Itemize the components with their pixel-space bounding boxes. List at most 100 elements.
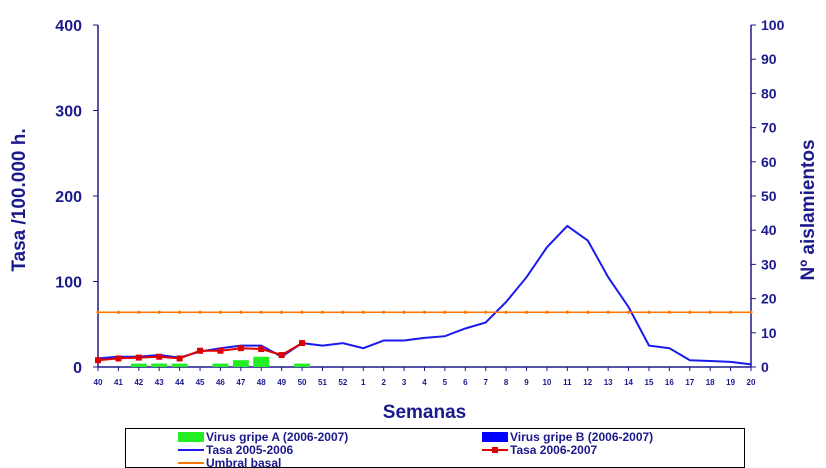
bar-0 — [171, 363, 188, 367]
legend-item-tasa-2006: Tasa 2006-2007 — [482, 444, 597, 456]
legend-label-tasa-2006: Tasa 2006-2007 — [510, 443, 598, 457]
x-tick-label: 6 — [463, 378, 468, 387]
right-tick-label: 100 — [761, 17, 785, 33]
legend-item-tasa-2005: Tasa 2005-2006 — [178, 444, 293, 456]
series-line-2 — [97, 224, 752, 366]
x-tick-label: 12 — [583, 378, 592, 387]
y-axis-title: Tasa /100.000 h. — [9, 128, 30, 271]
legend-label-virus-b: Virus gripe B (2006-2007) — [510, 430, 654, 444]
basal-point — [157, 310, 161, 314]
right-tick-label: 40 — [761, 222, 777, 238]
left-tick-label: 100 — [55, 275, 82, 292]
x-tick-label: 16 — [665, 378, 674, 387]
basal-point — [586, 310, 590, 314]
legend-swatch-virus-a — [178, 432, 204, 442]
left-tick-label: 400 — [55, 18, 82, 35]
legend-swatch-umbral — [178, 462, 204, 464]
bar-0 — [253, 356, 270, 367]
x-tick-label: 7 — [483, 378, 488, 387]
x-tick-label: 42 — [134, 378, 143, 387]
legend-label-tasa-2005: Tasa 2005-2006 — [206, 443, 294, 457]
legend-swatch-virus-b — [482, 432, 508, 442]
x-tick-label: 50 — [298, 378, 307, 387]
legend-item-virus-a: Virus gripe A (2006-2007) — [178, 431, 348, 443]
right-tick-label: 0 — [761, 359, 769, 375]
basal-point — [626, 310, 631, 314]
x-tick-label: 51 — [318, 378, 327, 387]
right-tick-label: 90 — [761, 51, 777, 67]
right-tick-label: 60 — [761, 154, 777, 170]
basal-point — [443, 310, 447, 314]
x-tick-label: 46 — [216, 378, 225, 387]
basal-point — [402, 310, 406, 314]
basal-point — [422, 310, 427, 314]
basal-point — [218, 310, 223, 314]
x-tick-label: 14 — [624, 378, 633, 387]
x-tick-label: 11 — [563, 378, 572, 387]
x-tick-label: 52 — [338, 378, 347, 387]
legend-swatch-tasa-2006 — [482, 445, 508, 455]
basal-point — [565, 310, 569, 314]
x-tick-label: 5 — [443, 378, 448, 387]
basal-point — [341, 310, 345, 314]
basal-point — [524, 310, 529, 314]
x-tick-label: 48 — [257, 378, 266, 387]
x-tick-label: 15 — [645, 378, 654, 387]
basal-point — [239, 310, 243, 314]
basal-point — [137, 310, 141, 314]
legend-swatch-tasa-2005 — [178, 449, 204, 451]
basal-point — [504, 310, 508, 314]
x-tick-label: 47 — [236, 378, 245, 387]
x-tick-label: 2 — [381, 378, 386, 387]
tasa-2006-point — [135, 354, 142, 361]
basal-point — [463, 310, 467, 314]
x-tick-label: 44 — [175, 378, 184, 387]
bar-0 — [151, 363, 168, 367]
basal-point — [749, 310, 753, 314]
legend: Virus gripe A (2006-2007) Virus gripe B … — [125, 428, 745, 468]
right-tick-label: 10 — [761, 325, 777, 341]
x-tick-label: 3 — [402, 378, 407, 387]
tasa-2006-point — [299, 340, 306, 347]
tasa-2006-point — [115, 355, 122, 362]
tasa-2006-point — [217, 347, 224, 354]
basal-point — [116, 310, 121, 314]
basal-point — [728, 310, 733, 314]
x-tick-label: 13 — [604, 378, 613, 387]
basal-point — [688, 310, 692, 314]
x-tick-label: 4 — [422, 378, 427, 387]
x-tick-label: 45 — [196, 378, 205, 387]
basal-point — [361, 310, 365, 314]
basal-point — [96, 310, 100, 314]
x-tick-label: 9 — [524, 378, 529, 387]
basal-point — [178, 310, 182, 314]
x-tick-label: 8 — [504, 378, 509, 387]
basal-point — [484, 310, 488, 314]
basal-point — [259, 310, 263, 314]
x-tick-label: 43 — [155, 378, 164, 387]
basal-point — [647, 310, 651, 314]
y2-axis-title: Nº aislamientos — [798, 139, 819, 280]
left-tick-label: 0 — [73, 360, 82, 377]
tasa-2006-point — [176, 355, 183, 362]
tasa-2006-point — [95, 357, 101, 364]
right-tick-label: 50 — [761, 188, 777, 204]
left-tick-label: 200 — [55, 189, 82, 206]
x-tick-label: 10 — [542, 378, 551, 387]
tasa-2006-point — [197, 347, 204, 354]
right-tick-label: 70 — [761, 120, 777, 136]
legend-item-umbral: Umbral basal — [178, 457, 281, 467]
tasa-2006-point — [258, 346, 265, 353]
right-tick-label: 30 — [761, 256, 777, 272]
basal-point — [382, 310, 386, 314]
tasa-2006-point — [156, 353, 163, 360]
x-tick-label: 1 — [361, 378, 366, 387]
bar-0 — [130, 363, 147, 367]
basal-point — [708, 310, 712, 314]
tasa-2006-point — [237, 345, 244, 352]
left-tick-label: 300 — [55, 104, 82, 121]
bar-0 — [294, 363, 311, 367]
tasa-2006-point — [278, 352, 285, 359]
right-tick-label: 80 — [761, 85, 777, 101]
